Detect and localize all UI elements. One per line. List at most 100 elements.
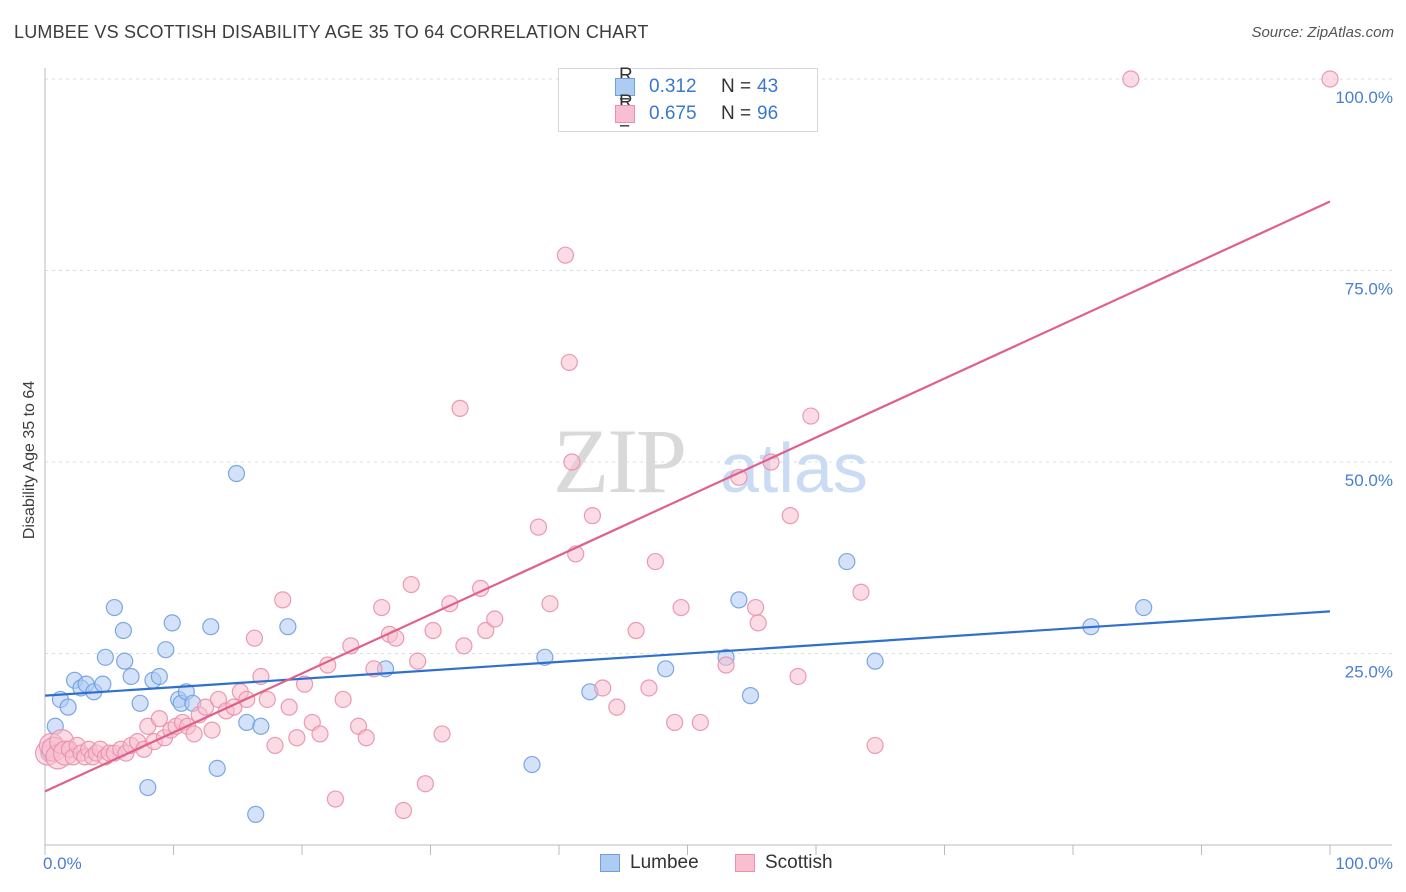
scottish-point xyxy=(258,690,276,709)
lumbee-point xyxy=(866,652,884,670)
scottish-point xyxy=(691,713,709,732)
lumbee-point xyxy=(114,621,132,640)
scottish-point xyxy=(424,621,442,640)
stats-row-scottish: R = 0.675 N = 96 xyxy=(587,92,779,135)
stats-legend: R = 0.312 N = 43 R = 0.675 N = 96 xyxy=(558,65,818,135)
lumbee-point xyxy=(838,552,856,571)
n-label: N = xyxy=(721,103,752,124)
chart-title: LUMBEE VS SCOTTISH DISABILITY AGE 35 TO … xyxy=(14,22,649,42)
legend-item-lumbee[interactable]: Lumbee xyxy=(600,852,699,874)
scottish-point xyxy=(608,698,626,716)
lumbee-point xyxy=(227,464,246,483)
lumbee-point xyxy=(657,660,675,678)
series-legend: Lumbee Scottish xyxy=(0,852,1406,876)
legend-label: Scottish xyxy=(765,852,833,873)
scottish-point xyxy=(185,725,203,743)
scottish-point xyxy=(455,637,473,655)
scottish-point xyxy=(245,629,264,647)
lumbee-point xyxy=(730,591,748,609)
axes xyxy=(44,68,1392,855)
lumbee-point xyxy=(741,687,760,705)
scottish-point xyxy=(334,690,352,709)
lumbee-trend-line xyxy=(44,610,1331,697)
legend-label: Lumbee xyxy=(630,852,699,873)
x-tick-label: 0.0% xyxy=(43,854,82,873)
lumbee-point xyxy=(1135,598,1153,617)
scottish-point xyxy=(402,575,420,594)
scottish-point xyxy=(789,667,807,686)
scottish-point xyxy=(866,736,884,755)
scottish-swatch xyxy=(735,854,755,872)
scottish-point xyxy=(529,518,548,536)
lumbee-point xyxy=(523,755,541,774)
scottish-point xyxy=(197,698,215,716)
scottish-point xyxy=(150,710,168,728)
scottish-point xyxy=(747,598,765,617)
scottish-point xyxy=(451,399,469,417)
scottish-trend-line xyxy=(44,200,1331,793)
n-label: N = xyxy=(721,76,752,97)
lumbee-point xyxy=(122,667,140,686)
scottish-point xyxy=(1122,70,1140,88)
scottish-point xyxy=(640,679,658,697)
scottish-point xyxy=(563,453,581,471)
lumbee-point xyxy=(150,667,168,686)
scottish-point xyxy=(203,721,221,739)
scottish-point xyxy=(477,621,495,640)
scottish-point xyxy=(416,775,434,793)
scottish-point xyxy=(672,598,690,617)
scottish-point xyxy=(373,598,391,617)
lumbee-point xyxy=(116,652,134,670)
lumbee-swatch xyxy=(600,854,620,872)
source-label: Source: ZipAtlas.com xyxy=(1251,24,1394,41)
tick-labels: 25.0% 50.0% 75.0% 100.0% 0.0% 100.0% xyxy=(43,88,1393,873)
scottish-point xyxy=(541,595,559,613)
lumbee-point xyxy=(96,648,114,666)
scottish-point xyxy=(560,353,578,372)
lumbee-point xyxy=(247,805,265,823)
lumbee-point xyxy=(279,618,297,636)
lumbee-point xyxy=(94,675,112,693)
scottish-point xyxy=(288,729,306,747)
lumbee-point xyxy=(59,698,77,716)
scottish-point xyxy=(781,507,799,525)
n-value: 43 xyxy=(757,76,779,97)
lumbee-point xyxy=(208,759,226,778)
y-tick-label: 100.0% xyxy=(1335,88,1393,107)
scottish-point xyxy=(486,610,504,628)
scottish-point xyxy=(311,725,329,743)
lumbee-point xyxy=(157,641,175,659)
x-tick-label: 100.0% xyxy=(1335,854,1393,873)
scottish-point xyxy=(295,675,314,693)
svg-text:atlas: atlas xyxy=(720,429,868,507)
scottish-point xyxy=(583,507,602,525)
r-value: 0.675 xyxy=(649,103,697,124)
lumbee-point xyxy=(202,618,220,636)
scottish-point xyxy=(409,652,427,670)
legend-item-scottish[interactable]: Scottish xyxy=(735,852,833,874)
scottish-point xyxy=(280,698,298,716)
scottish-point xyxy=(666,713,684,732)
scottish-point xyxy=(266,736,284,755)
scottish-point xyxy=(852,583,870,601)
scottish-point xyxy=(717,656,735,674)
scottish-swatch xyxy=(615,105,635,123)
trend-lines xyxy=(44,200,1331,793)
stats-row-lumbee: R = 0.312 N = 43 xyxy=(587,65,779,108)
scottish-point xyxy=(274,591,292,609)
scottish-point xyxy=(594,679,612,697)
n-value: 96 xyxy=(757,103,779,124)
r-value: 0.312 xyxy=(649,76,697,97)
scottish-point xyxy=(394,801,413,820)
scottish-point xyxy=(357,729,375,747)
scottish-point xyxy=(802,407,820,425)
scottish-point xyxy=(433,725,451,743)
scottish-point xyxy=(749,614,767,632)
lumbee-swatch xyxy=(615,78,635,96)
scottish-point xyxy=(646,552,664,571)
lumbee-point xyxy=(131,694,149,712)
y-tick-label: 75.0% xyxy=(1345,280,1393,299)
grid-lines xyxy=(45,78,1392,654)
scottish-point xyxy=(556,246,575,264)
watermark: ZIP atlas xyxy=(553,410,868,512)
